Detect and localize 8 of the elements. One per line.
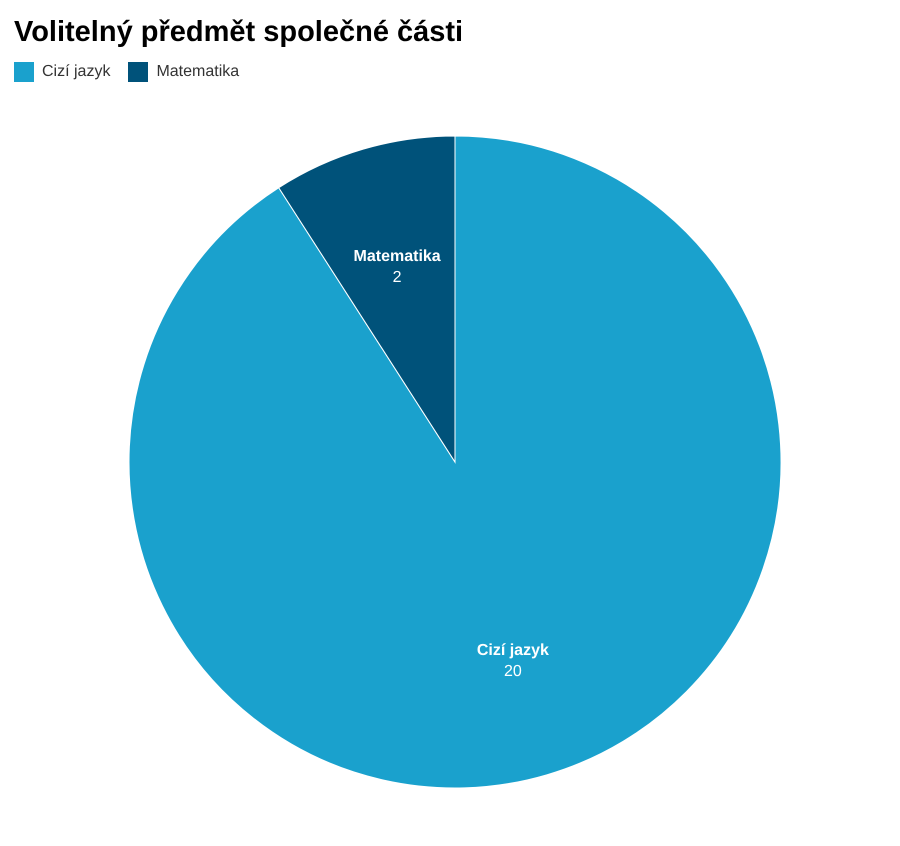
pie-slice xyxy=(128,136,782,788)
slice-label: Matematika xyxy=(354,248,441,265)
data-label: 20 xyxy=(504,663,522,680)
slice-label: Cizí jazyk xyxy=(476,642,549,660)
legend-label: Cizí jazyk xyxy=(42,63,110,81)
legend-label: Matematika xyxy=(156,63,240,81)
data-label: 2 xyxy=(392,268,402,286)
chart-title: Volitelný předmět společné části xyxy=(13,15,464,50)
